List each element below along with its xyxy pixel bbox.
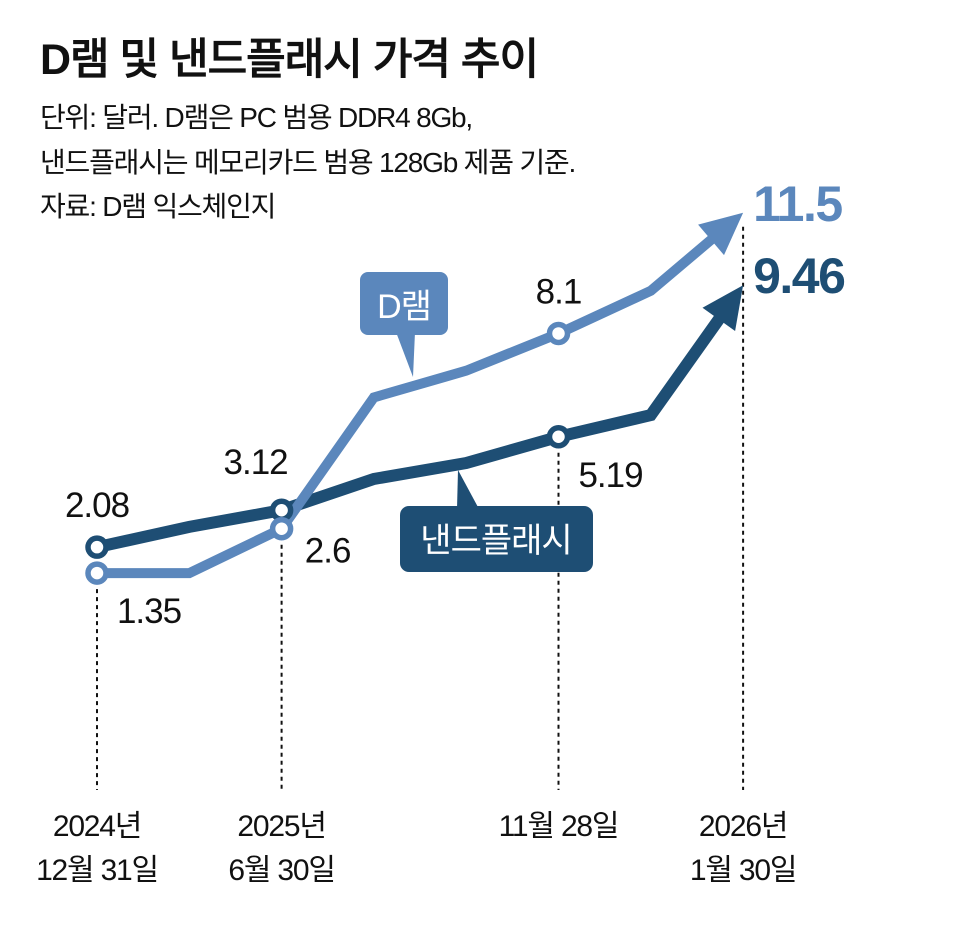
series-lines xyxy=(95,212,744,579)
callout-dram: D램 xyxy=(360,272,448,377)
data-point-marker-dram xyxy=(85,561,109,585)
x-tick-label: 12월 31일 xyxy=(36,854,158,887)
data-point-markers xyxy=(85,321,571,585)
x-tick-label: 11월 28일 xyxy=(499,810,619,843)
x-tick-label: 1월 30일 xyxy=(690,854,796,887)
data-label-nand: 5.19 xyxy=(578,456,642,495)
series-line-nand xyxy=(95,309,729,554)
x-axis-labels: 2024년 12월 31일 2025년 6월 30일 11월 28일 2026년 1월 30… xyxy=(36,810,797,887)
end-label-dram: 11.5 xyxy=(753,176,842,232)
data-label-nand: 3.12 xyxy=(224,443,288,482)
chart-note-source: 자료: D램 익스체인지 xyxy=(40,191,275,222)
data-label-dram: 1.35 xyxy=(117,592,181,631)
arrowhead-dram xyxy=(698,212,744,256)
callout-nand: 낸드플래시 xyxy=(400,470,593,572)
callout-dram-box xyxy=(360,272,448,335)
callout-nand-pointer xyxy=(457,470,479,509)
data-point-marker-nand xyxy=(546,425,571,449)
x-tick-label: 2024년 xyxy=(53,810,141,843)
arrowhead-nand xyxy=(702,285,744,331)
data-label-dram: 2.6 xyxy=(305,532,351,571)
chart-note-unit: 단위: 달러. D램은 PC 범용 DDR4 8Gb, xyxy=(40,102,472,133)
data-point-marker-dram xyxy=(269,516,294,541)
chart-title: D램 및 낸드플래시 가격 추이 xyxy=(40,36,538,84)
x-tick-label: 2025년 xyxy=(237,810,325,843)
data-point-marker-nand xyxy=(269,498,294,522)
data-labels: 1.35 2.6 8.1 11.5 2.08 3.12 5.19 9.46 xyxy=(65,176,846,631)
callout-dram-pointer xyxy=(396,332,415,377)
legend-label-nand: 낸드플래시 xyxy=(420,522,571,560)
legend-label-dram: D램 xyxy=(377,288,431,326)
x-tick-label: 6월 30일 xyxy=(228,854,334,887)
data-label-nand: 2.08 xyxy=(65,486,129,525)
end-label-nand: 9.46 xyxy=(753,248,844,304)
callout-nand-box xyxy=(400,506,593,572)
series-line-dram xyxy=(97,230,721,579)
data-label-dram: 8.1 xyxy=(536,272,582,311)
data-point-marker-nand xyxy=(85,535,109,559)
chart-header: D램 및 낸드플래시 가격 추이 단위: 달러. D램은 PC 범용 DDR4 … xyxy=(40,36,576,222)
data-point-marker-dram xyxy=(546,321,571,346)
chart-note-basis: 낸드플래시는 메모리카드 범용 128Gb 제품 기준. xyxy=(40,147,575,178)
x-tick-label: 2026년 xyxy=(699,810,787,843)
